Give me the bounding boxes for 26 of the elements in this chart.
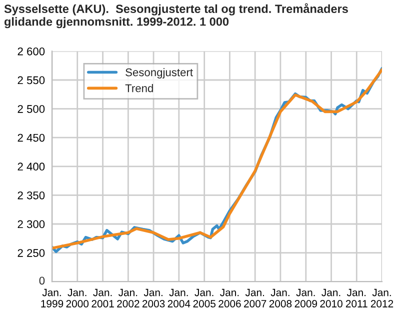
x-tick-label: Jan. 2003 bbox=[142, 288, 165, 308]
x-tick-label: Jan. 2010 bbox=[320, 288, 342, 308]
x-tick-label: Jan. 2012 bbox=[370, 288, 394, 308]
y-tick-label: 2 550 bbox=[18, 76, 45, 84]
y-tick-label: 2 500 bbox=[18, 105, 45, 113]
chart-title: Sysselsette (AKU). Sesongjusterte tal og trend. Tremånaders glidande gjennomsnitt. 1999-2012. 1 000 bbox=[4, 3, 348, 28]
y-tick-label: 2 600 bbox=[18, 47, 45, 56]
x-tick-label: Jan. 2004 bbox=[168, 288, 190, 308]
x-tick-label: Jan. 2008 bbox=[269, 288, 292, 308]
x-tick-label: Jan. 2002 bbox=[117, 288, 140, 308]
x-tick-label: Jan. 2006 bbox=[218, 288, 241, 308]
y-tick-label: 2 350 bbox=[18, 191, 45, 200]
x-tick-label: Jan. 2000 bbox=[66, 288, 89, 308]
text: 0 bbox=[39, 276, 45, 285]
y-tick-label: 2 400 bbox=[18, 162, 45, 171]
y-tick-label: 2 250 bbox=[18, 249, 45, 257]
x-tick-label: Jan. 1999 bbox=[41, 288, 64, 308]
x-tick-label: Jan. 2009 bbox=[294, 288, 317, 308]
legend-label: Trend bbox=[125, 84, 153, 92]
y-tick-label: 2 300 bbox=[18, 220, 45, 228]
x-tick-label: Jan. 2001 bbox=[92, 288, 114, 308]
x-tick-label: Jan. 2011 bbox=[346, 288, 368, 308]
x-tick-label: Jan. 2007 bbox=[244, 288, 266, 308]
legend-label: Sesongjustert bbox=[126, 68, 193, 78]
x-tick-label: Jan. 2005 bbox=[193, 288, 216, 308]
y-tick-label: 2 450 bbox=[18, 134, 45, 142]
